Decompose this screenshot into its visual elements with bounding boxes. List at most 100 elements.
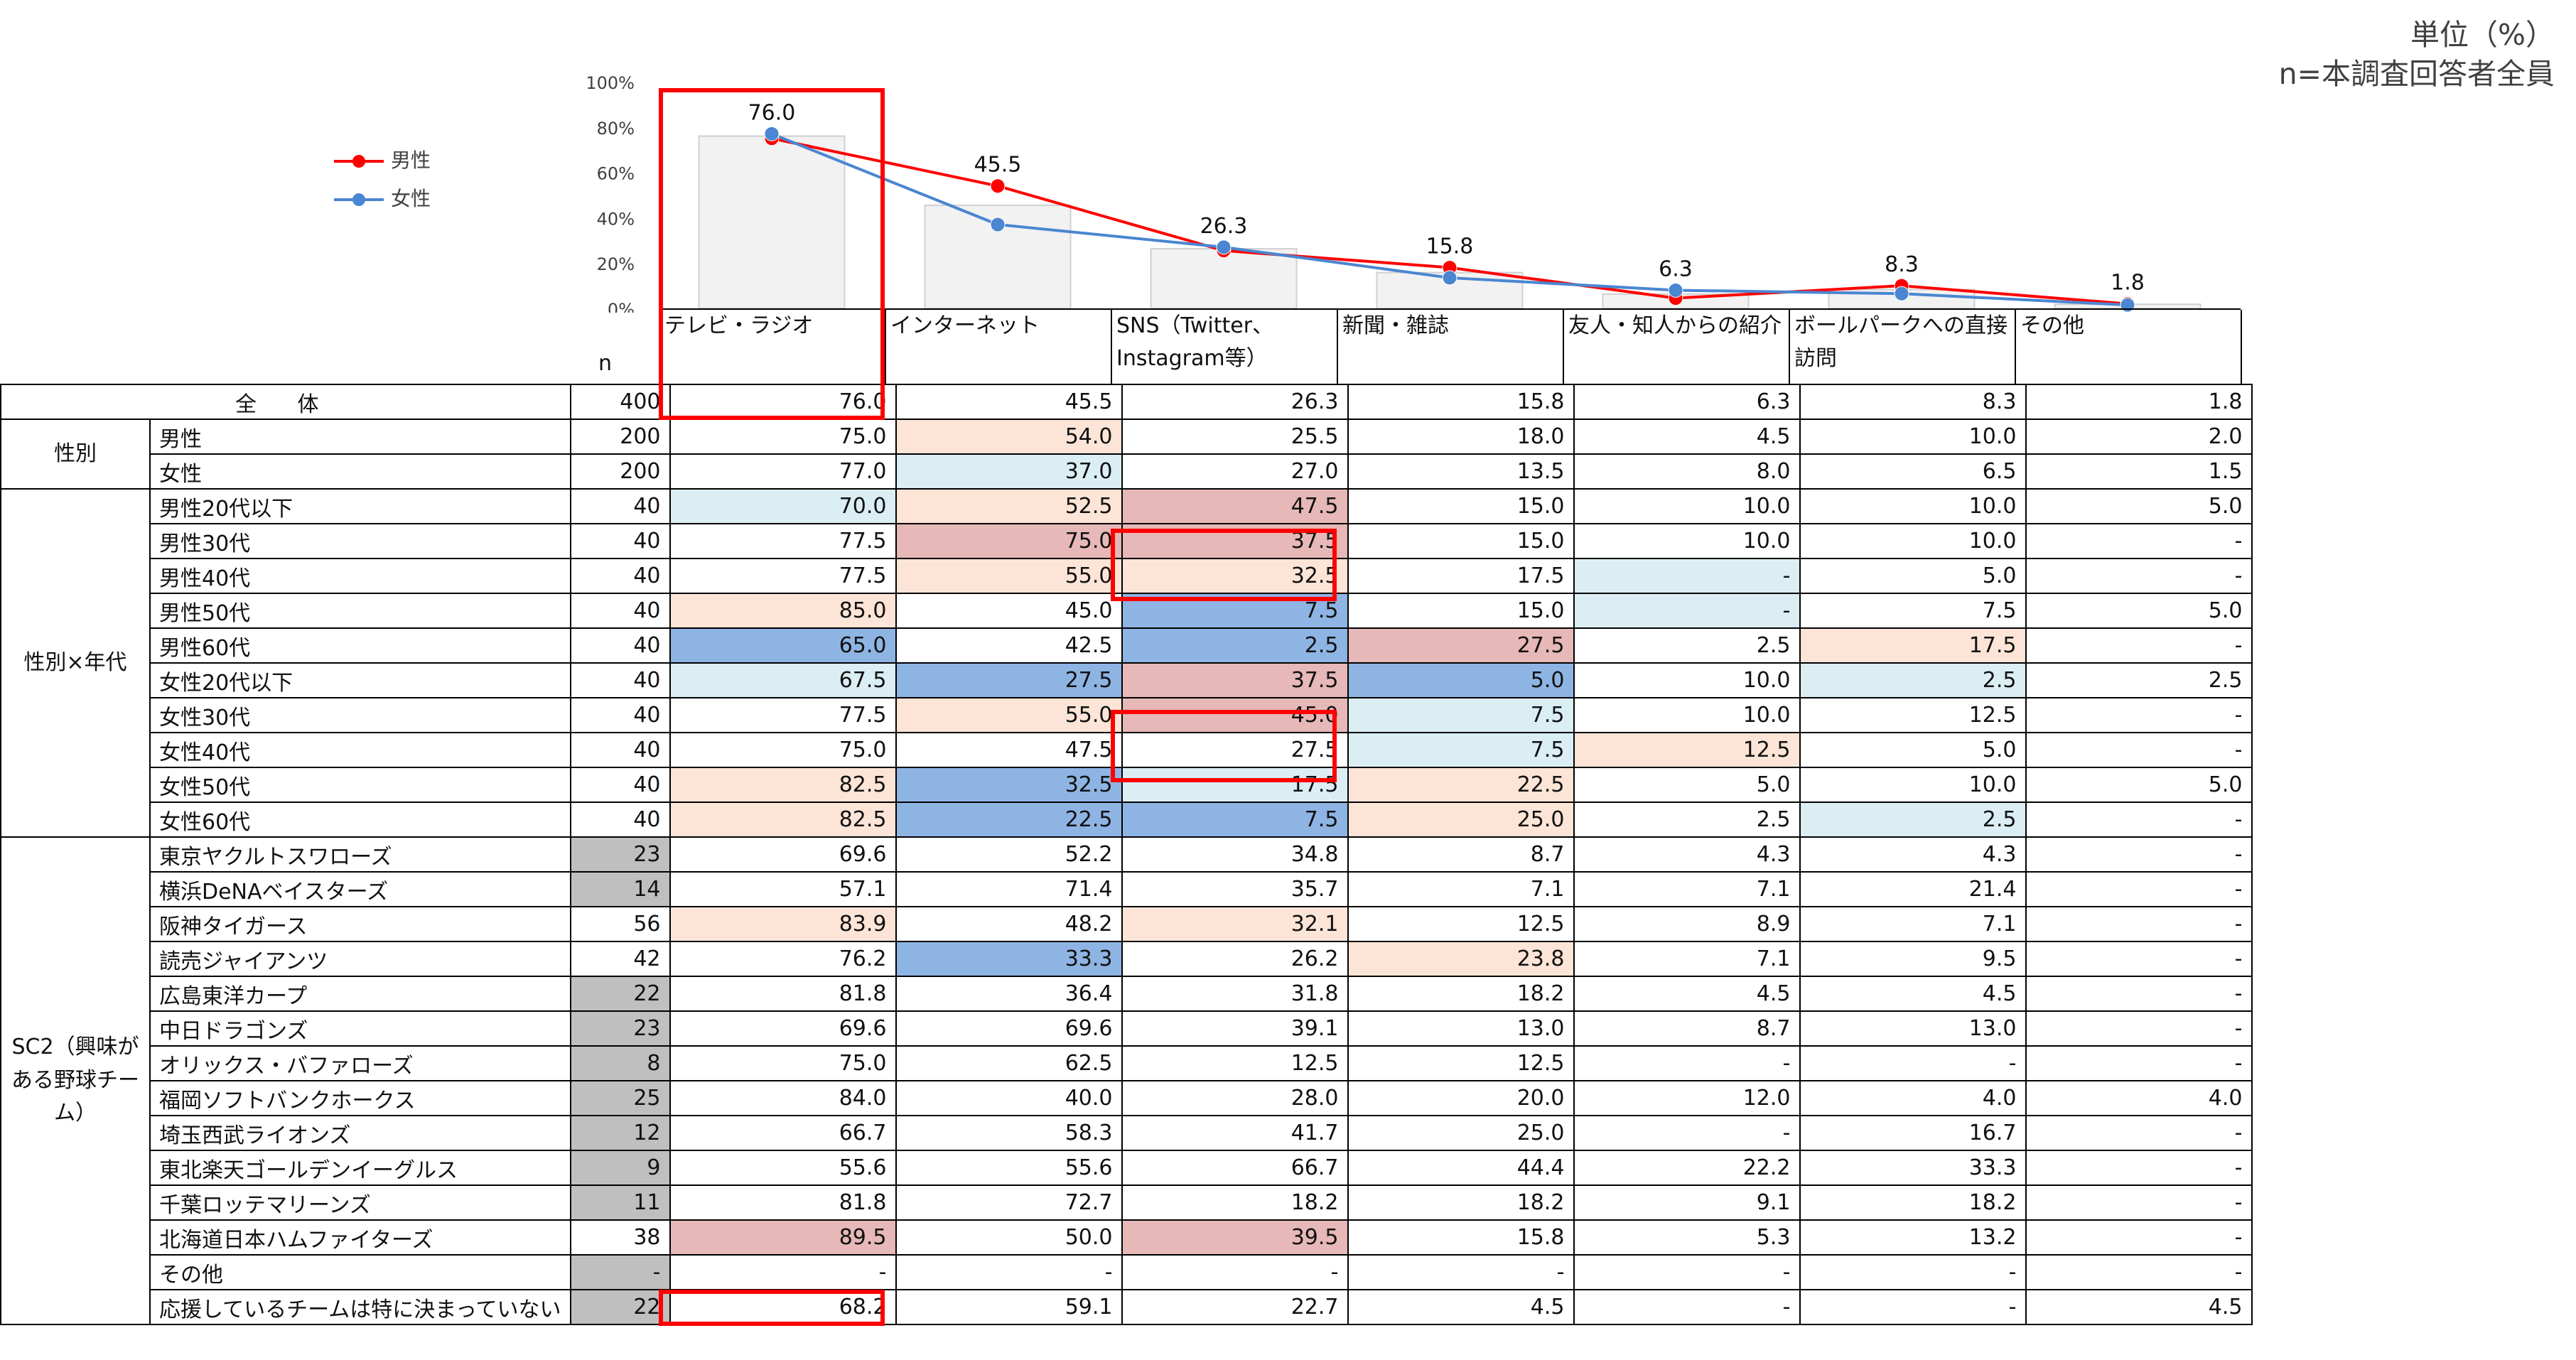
value-cell: 7.5 xyxy=(1121,593,1349,629)
value-cell: 22.2 xyxy=(1573,1150,1801,1186)
n-cell: 14 xyxy=(569,871,671,907)
n-cell: 40 xyxy=(569,802,671,838)
value-cell: 77.0 xyxy=(669,453,897,490)
row-label: 東京ヤクルトスワローズ xyxy=(149,836,571,873)
value-cell: 58.3 xyxy=(895,1115,1123,1151)
n-cell: 40 xyxy=(569,697,671,733)
point-female xyxy=(1216,239,1232,255)
value-cell: 4.0 xyxy=(2025,1080,2253,1116)
value-cell: 22.5 xyxy=(1347,767,1575,803)
value-cell: 5.0 xyxy=(1573,767,1801,803)
value-cell: 25.0 xyxy=(1347,802,1575,838)
value-cell: 32.5 xyxy=(895,767,1123,803)
table-row: 性別×年代 男性20代以下 40 70.0 52.5 47.5 15.0 10.0 10.0 5.… xyxy=(0,488,2253,838)
value-cell: 10.0 xyxy=(1573,523,1801,559)
value-cell: 23.8 xyxy=(1347,941,1575,977)
row-label: 中日ドラゴンズ xyxy=(149,1010,571,1047)
value-cell: 9.1 xyxy=(1573,1184,1801,1221)
table-row: 女性20代以下 40 67.5 27.5 37.5 5.0 10.0 2.5 2.5 xyxy=(1,662,2253,698)
value-cell: - xyxy=(2025,732,2253,768)
column-header: SNS（Twitter、 Instagram等） xyxy=(1111,310,1337,384)
value-cell: 1.8 xyxy=(2025,384,2253,420)
value-cell: - xyxy=(895,1254,1123,1290)
value-cell: 71.4 xyxy=(895,871,1123,907)
value-cell: 10.0 xyxy=(1573,662,1801,698)
value-cell: 16.7 xyxy=(1799,1115,2027,1151)
value-cell: 6.3 xyxy=(1573,384,1801,420)
n-cell: 11 xyxy=(569,1184,671,1221)
value-cell: 2.0 xyxy=(2025,419,2253,455)
value-cell: - xyxy=(2025,1219,2253,1256)
value-cell: 12.5 xyxy=(1799,697,2027,733)
value-cell: - xyxy=(1799,1045,2027,1081)
value-cell: 5.0 xyxy=(2025,767,2253,803)
y-tick-label: 0% xyxy=(608,300,635,313)
n-cell: 22 xyxy=(569,976,671,1012)
value-cell: 17.5 xyxy=(1121,767,1349,803)
data-label: 8.3 xyxy=(1885,252,1919,277)
value-cell: 57.1 xyxy=(669,871,897,907)
value-cell: 7.1 xyxy=(1347,871,1575,907)
value-cell: 26.3 xyxy=(1121,384,1349,420)
row-label: 男性50代 xyxy=(149,593,571,629)
data-label: 76.0 xyxy=(748,100,796,125)
table-row: 広島東洋カープ 22 81.8 36.4 31.8 18.2 4.5 4.5- xyxy=(1,976,2253,1012)
value-cell: 82.5 xyxy=(669,767,897,803)
n-cell: 40 xyxy=(569,488,671,524)
value-cell: 5.3 xyxy=(1573,1219,1801,1256)
value-cell: 13.0 xyxy=(1347,1010,1575,1047)
value-cell: 89.5 xyxy=(669,1219,897,1256)
table-row: 性別 男性 200 75.0 54.0 25.5 18.0 4.5 10.0 2.0 xyxy=(0,419,2253,490)
value-cell: - xyxy=(2025,523,2253,559)
n-cell: 200 xyxy=(569,453,671,490)
value-cell: 7.1 xyxy=(1799,906,2027,942)
value-cell: 40.0 xyxy=(895,1080,1123,1116)
point-female xyxy=(1894,286,1909,301)
value-cell: 55.0 xyxy=(895,697,1123,733)
value-cell: 18.2 xyxy=(1799,1184,2027,1221)
value-cell: 4.5 xyxy=(2025,1289,2253,1325)
value-cell: 82.5 xyxy=(669,802,897,838)
value-cell: 36.4 xyxy=(895,976,1123,1012)
value-cell: - xyxy=(2025,697,2253,733)
row-label: オリックス・バファローズ xyxy=(149,1045,571,1081)
value-cell: 69.6 xyxy=(669,836,897,873)
value-cell: - xyxy=(1573,1289,1801,1325)
table-row: 東北楽天ゴールデンイーグルス 9 55.6 55.6 66.7 44.4 22.2 33.3- xyxy=(1,1150,2253,1186)
value-cell: 45.0 xyxy=(1121,697,1349,733)
value-cell: - xyxy=(1573,558,1801,594)
value-cell: - xyxy=(2025,976,2253,1012)
value-cell: 25.0 xyxy=(1347,1115,1575,1151)
value-cell: 27.5 xyxy=(1347,627,1575,664)
value-cell: 47.5 xyxy=(895,732,1123,768)
table-row: 読売ジャイアンツ 42 76.2 33.3 26.2 23.8 7.1 9.5- xyxy=(1,941,2253,977)
value-cell: 7.5 xyxy=(1121,802,1349,838)
sample-note: n=本調査回答者全員 xyxy=(2278,57,2555,91)
n-cell: 40 xyxy=(569,593,671,629)
value-cell: 2.5 xyxy=(1799,802,2027,838)
table-row: その他 - - - - - - - - xyxy=(1,1254,2253,1290)
value-cell: 2.5 xyxy=(1799,662,2027,698)
value-cell: - xyxy=(2025,1254,2253,1290)
data-table: 全 体 400 76.0 45.5 26.3 15.8 6.3 8.3 1.8 性別 男性 200 75… xyxy=(0,384,2253,1325)
n-cell: 40 xyxy=(569,662,671,698)
data-label: 6.3 xyxy=(1659,257,1693,281)
value-cell: 5.0 xyxy=(2025,488,2253,524)
n-cell: 40 xyxy=(569,627,671,664)
value-cell: 42.5 xyxy=(895,627,1123,664)
table-row: 中日ドラゴンズ 23 69.6 69.6 39.1 13.0 8.7 13.0- xyxy=(1,1010,2253,1047)
value-cell: 81.8 xyxy=(669,976,897,1012)
table-row-total: 全 体 400 76.0 45.5 26.3 15.8 6.3 8.3 1.8 xyxy=(0,384,2253,420)
n-header: n xyxy=(598,351,613,376)
value-cell: 45.0 xyxy=(895,593,1123,629)
row-label: 広島東洋カープ xyxy=(149,976,571,1012)
value-cell: 37.5 xyxy=(1121,523,1349,559)
value-cell: 2.5 xyxy=(1121,627,1349,664)
value-cell: 26.2 xyxy=(1121,941,1349,977)
value-cell: 22.7 xyxy=(1121,1289,1349,1325)
value-cell: 75.0 xyxy=(669,1045,897,1081)
value-cell: 4.3 xyxy=(1799,836,2027,873)
value-cell: 9.5 xyxy=(1799,941,2027,977)
value-cell: 10.0 xyxy=(1573,488,1801,524)
row-label: 男性20代以下 xyxy=(149,488,571,524)
